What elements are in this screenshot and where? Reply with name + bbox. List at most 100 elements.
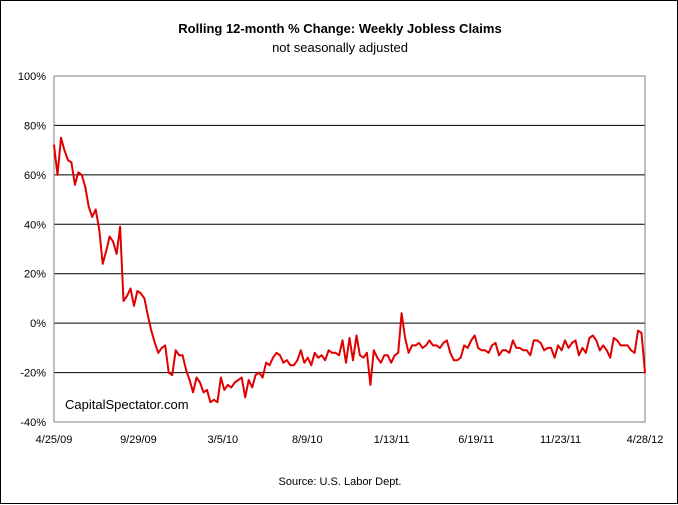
- data-point: [240, 376, 243, 379]
- data-point: [174, 349, 177, 352]
- data-point: [230, 386, 233, 389]
- data-point: [623, 344, 625, 347]
- data-point: [557, 344, 559, 347]
- data-point: [366, 351, 368, 354]
- data-point: [619, 344, 622, 347]
- data-point: [456, 359, 459, 362]
- data-point: [470, 339, 473, 342]
- y-tick-label: 20%: [24, 269, 46, 281]
- data-point: [220, 376, 222, 379]
- data-point: [223, 389, 226, 391]
- data-point: [338, 354, 340, 357]
- x-axis-labels: 4/25/09 9/29/09 3/5/10 8/9/10 1/13/11 6/19/11…: [36, 434, 664, 446]
- data-point: [84, 186, 87, 189]
- data-point: [348, 337, 351, 339]
- data-point: [553, 356, 556, 359]
- data-point: [254, 374, 257, 376]
- data-point: [261, 376, 264, 379]
- data-point: [362, 356, 365, 359]
- data-point: [376, 356, 379, 359]
- data-point: [105, 250, 107, 253]
- data-point: [247, 379, 250, 381]
- data-point: [414, 344, 417, 347]
- data-point: [327, 349, 330, 352]
- data-point: [67, 159, 69, 161]
- data-point: [164, 344, 167, 347]
- data-point: [74, 183, 76, 186]
- data-point: [442, 342, 445, 344]
- data-point: [397, 351, 400, 354]
- data-point: [268, 364, 271, 367]
- data-point: [359, 354, 361, 357]
- data-point: [334, 351, 337, 354]
- data-point: [101, 262, 104, 265]
- data-point: [299, 349, 302, 352]
- data-point: [108, 235, 111, 238]
- series-line: [53, 136, 646, 404]
- data-point: [484, 349, 486, 352]
- data-point: [372, 349, 375, 352]
- y-tick-label: -20%: [20, 368, 46, 380]
- data-point: [181, 354, 184, 357]
- data-point: [491, 344, 493, 347]
- data-point: [136, 290, 139, 292]
- data-point: [296, 359, 299, 362]
- data-point: [233, 381, 236, 384]
- data-point: [439, 347, 441, 349]
- data-point: [480, 349, 483, 352]
- data-point: [320, 354, 323, 357]
- data-point: [612, 337, 615, 339]
- data-point: [147, 314, 149, 317]
- data-point: [609, 356, 612, 359]
- data-point: [279, 354, 281, 357]
- data-point: [98, 228, 101, 231]
- data-point: [626, 344, 629, 347]
- data-point: [390, 361, 393, 364]
- data-point: [539, 342, 542, 344]
- y-tick-label: 80%: [24, 120, 46, 132]
- data-point: [466, 347, 469, 349]
- data-point: [94, 208, 97, 211]
- data-point: [303, 361, 306, 364]
- x-tick-label: 4/28/12: [627, 434, 664, 446]
- y-tick-label: 0%: [30, 318, 46, 330]
- x-tick-label: 4/25/09: [36, 434, 73, 446]
- data-point: [140, 292, 142, 295]
- data-point: [282, 361, 285, 364]
- data-point: [251, 386, 254, 389]
- data-point: [202, 391, 205, 394]
- data-point: [87, 206, 90, 208]
- data-point: [425, 344, 427, 347]
- data-point: [60, 136, 62, 139]
- y-tick-label: 100%: [18, 71, 46, 83]
- chart-title: Rolling 12-month % Change: Weekly Jobles…: [178, 21, 501, 36]
- data-point: [216, 401, 219, 404]
- y-axis-labels: 100% 80% 60% 40% 20% 0% -20% -40%: [18, 71, 46, 429]
- data-point: [459, 356, 462, 359]
- data-point: [265, 361, 267, 364]
- data-point: [150, 329, 153, 332]
- data-point: [237, 379, 240, 381]
- data-point: [310, 364, 313, 367]
- data-point: [369, 384, 372, 386]
- data-point: [386, 354, 389, 357]
- x-tick-label: 8/9/10: [292, 434, 323, 446]
- data-point: [494, 342, 497, 344]
- data-point: [153, 342, 156, 344]
- data-point: [400, 312, 403, 315]
- data-point: [581, 347, 584, 349]
- data-point: [317, 356, 320, 359]
- data-point: [379, 361, 382, 364]
- data-point: [53, 144, 55, 147]
- x-tick-label: 11/23/11: [540, 434, 581, 446]
- data-point: [449, 351, 452, 354]
- x-tick-label: 9/29/09: [120, 434, 157, 446]
- chart-subtitle: not seasonally adjusted: [272, 40, 408, 55]
- data-point: [637, 329, 639, 332]
- data-point: [487, 351, 490, 354]
- data-point: [258, 371, 260, 374]
- data-point: [70, 161, 73, 164]
- data-point: [345, 361, 347, 364]
- data-point: [404, 337, 406, 339]
- data-point: [341, 339, 344, 342]
